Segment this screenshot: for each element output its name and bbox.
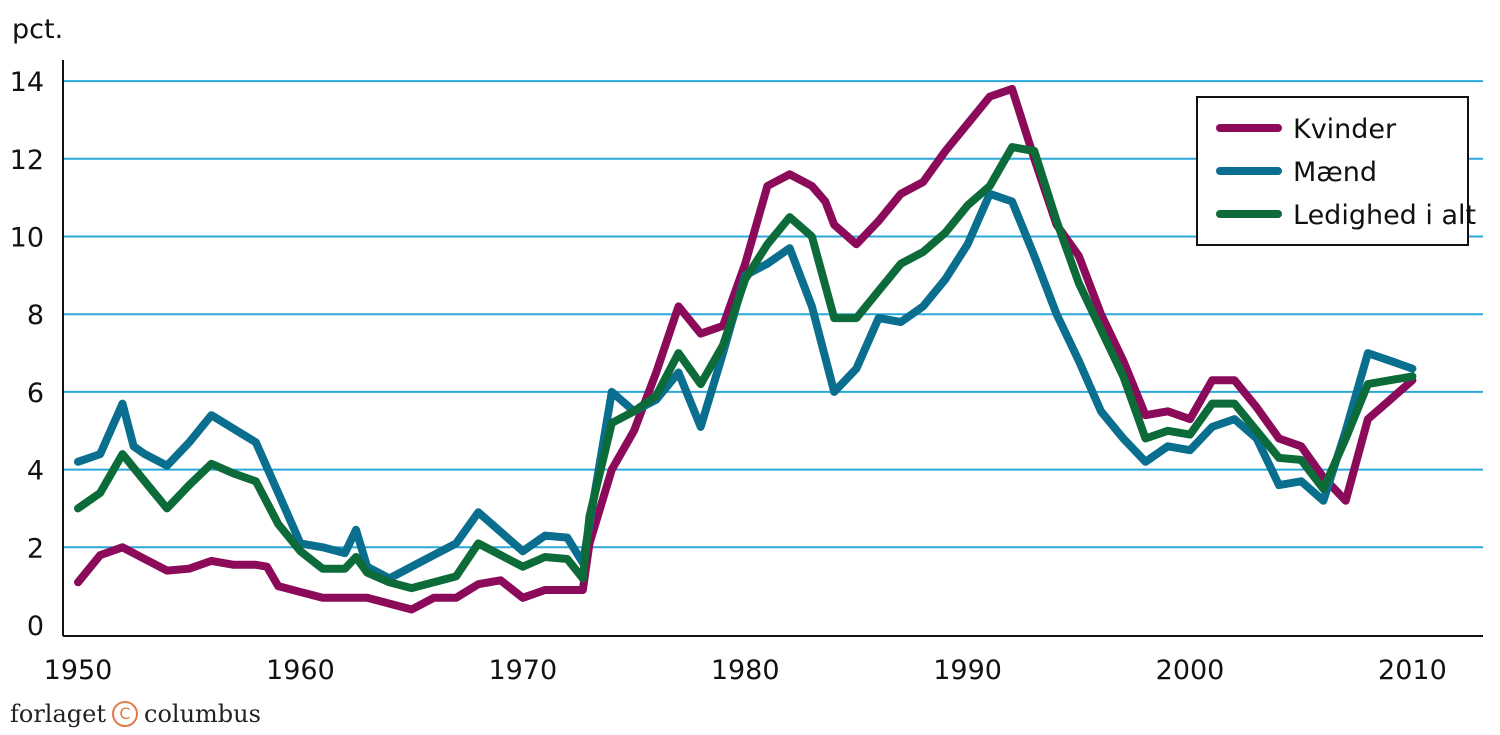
x-tick-1980: 1980 bbox=[711, 655, 780, 686]
series-line-1 bbox=[74, 189, 1417, 583]
x-tick-1970: 1970 bbox=[488, 655, 557, 686]
legend-label-1: Mænd bbox=[1293, 157, 1377, 188]
publisher-name-right: columbus bbox=[144, 700, 261, 728]
legend-label-2: Ledighed i alt bbox=[1293, 200, 1476, 231]
axes bbox=[62, 60, 1483, 637]
legend: Kvinder Mænd Ledighed i alt bbox=[1196, 96, 1476, 246]
copyright-circle-icon: C bbox=[112, 701, 138, 727]
publisher-credit: forlaget C columbus bbox=[10, 700, 261, 728]
x-tick-1960: 1960 bbox=[266, 655, 335, 686]
legend-label-0: Kvinder bbox=[1293, 114, 1397, 145]
y-tick-2: 2 bbox=[27, 533, 44, 564]
series-lines bbox=[74, 84, 1417, 614]
x-tick-labels: 1950 1960 1970 1980 1990 2000 2010 bbox=[44, 655, 1447, 686]
x-tick-2010: 2010 bbox=[1378, 655, 1447, 686]
y-tick-10: 10 bbox=[10, 223, 44, 254]
y-tick-14: 14 bbox=[10, 67, 44, 98]
y-tick-4: 4 bbox=[27, 456, 44, 487]
series-line-2 bbox=[74, 143, 1417, 593]
series-line-0 bbox=[74, 84, 1417, 614]
y-tick-6: 6 bbox=[27, 378, 44, 409]
x-tick-2000: 2000 bbox=[1156, 655, 1225, 686]
x-tick-1950: 1950 bbox=[44, 655, 113, 686]
x-tick-1990: 1990 bbox=[933, 655, 1002, 686]
line-chart: 0 2 4 6 8 10 12 14 1950 1960 1970 1980 1990 2000 2010… bbox=[10, 14, 1483, 686]
y-tick-0: 0 bbox=[27, 611, 44, 642]
y-tick-labels: 0 2 4 6 8 10 12 14 bbox=[10, 67, 44, 642]
y-tick-8: 8 bbox=[27, 300, 44, 331]
y-axis-label: pct. bbox=[12, 14, 63, 45]
publisher-name-left: forlaget bbox=[10, 700, 106, 728]
y-tick-12: 12 bbox=[10, 145, 44, 176]
